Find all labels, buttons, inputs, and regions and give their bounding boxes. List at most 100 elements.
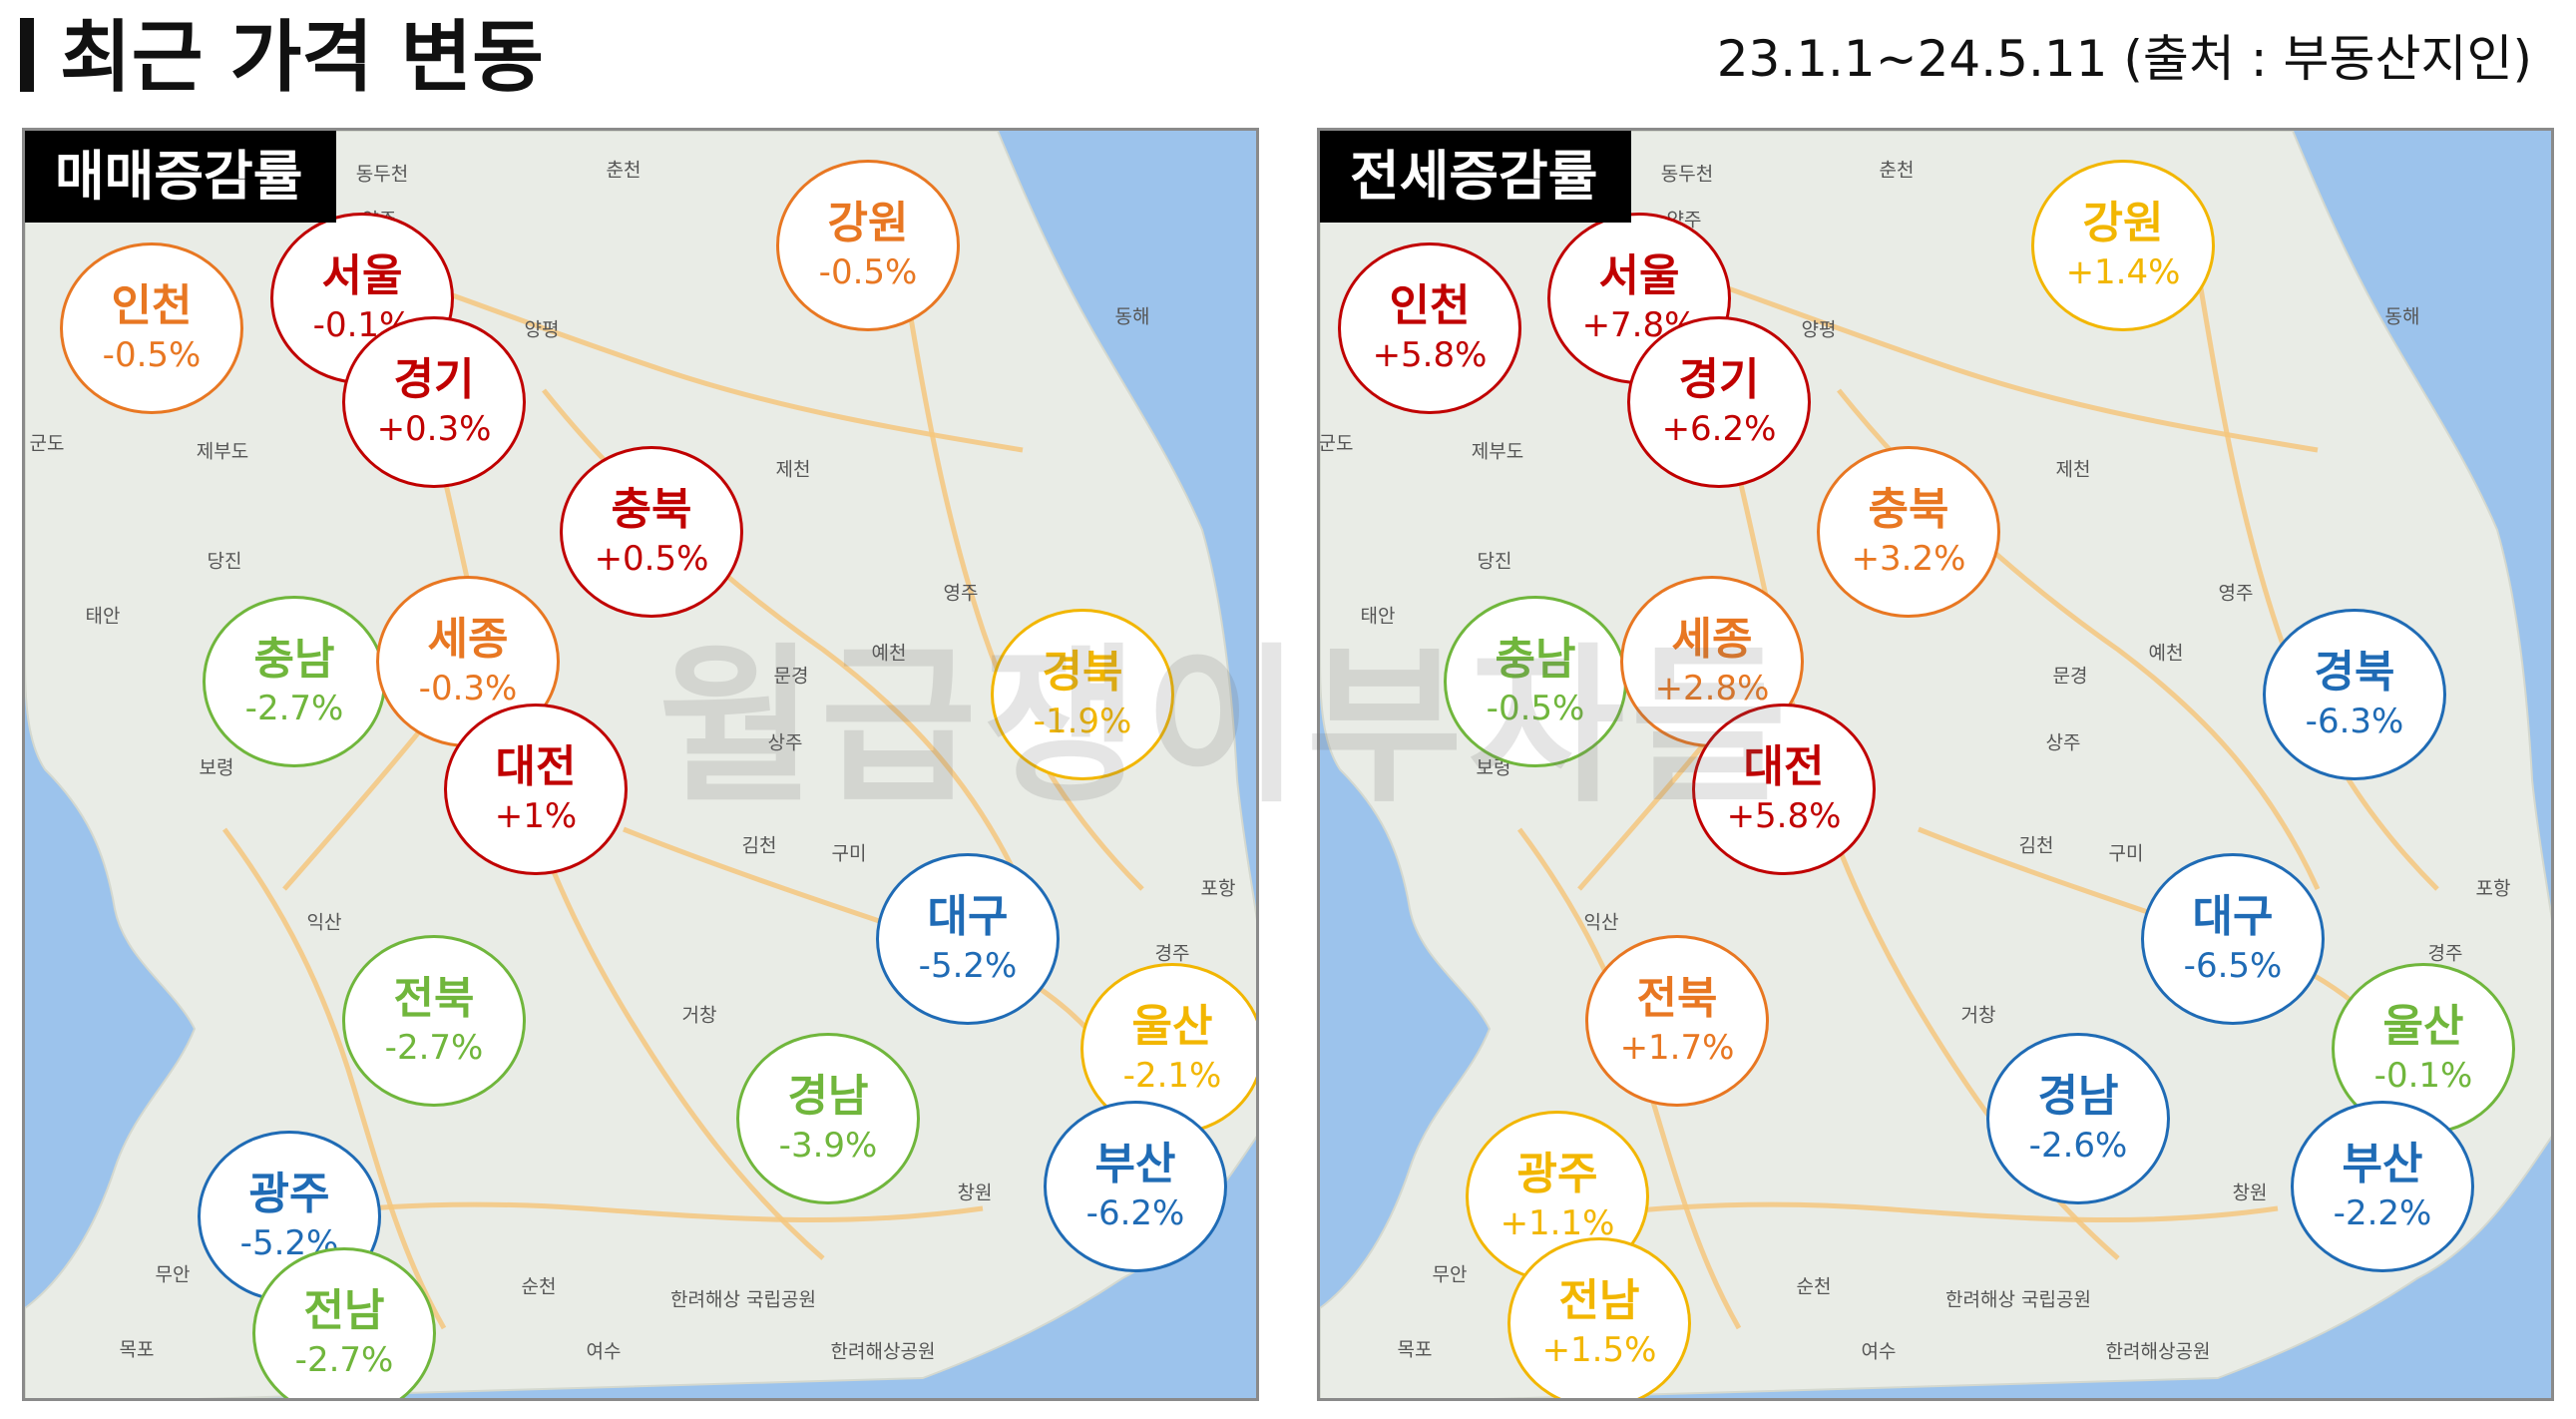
place-label-gimcheon: 김천	[741, 834, 777, 857]
region-change-value: -2.7%	[384, 1028, 484, 1068]
place-label-suncheon: 순천	[1796, 1275, 1832, 1298]
region-bubble: 전남 -2.7%	[252, 1247, 436, 1398]
region-name: 전남	[303, 1285, 385, 1336]
region-bubble: 강원 +1.4%	[2031, 160, 2215, 331]
place-label-iksan: 익산	[1583, 911, 1619, 934]
region-change-value: +6.2%	[1661, 409, 1777, 449]
highway-line	[900, 269, 1144, 891]
region-change-value: -0.5%	[818, 252, 918, 292]
region-name: 세종	[1671, 614, 1753, 665]
place-label-gyeongju: 경주	[2427, 942, 2463, 965]
place-label-jecheon: 제천	[775, 458, 811, 481]
region-change-value: -6.2%	[1085, 1193, 1185, 1233]
region-change-value: -5.2%	[918, 946, 1018, 986]
region-bubble: 전남 +1.5%	[1507, 1237, 1691, 1398]
region-change-value: +1%	[494, 796, 578, 836]
highway-line	[221, 827, 447, 1330]
region-change-value: +5.8%	[1372, 335, 1488, 375]
highway-line	[1618, 247, 2319, 453]
region-bubble: 경북 -1.9%	[991, 609, 1174, 780]
region-name: 부산	[2342, 1139, 2423, 1189]
place-label-sangju: 상주	[2045, 731, 2081, 754]
region-name: 대구	[2192, 891, 2274, 942]
region-bubble: 경기 +6.2%	[1627, 316, 1811, 488]
place-label-dongducheon: 동두천	[355, 163, 409, 186]
region-change-value: +1.5%	[1541, 1330, 1657, 1370]
panel-label: 전세증감률	[1320, 131, 1632, 223]
sale-change-map-panel: 매매증감률 동두천양주춘천양평동해군도제부도제천당진영주태안예천문경상주보령김천…	[22, 128, 1259, 1401]
region-name: 광주	[1516, 1149, 1598, 1199]
region-name: 세종	[427, 614, 509, 665]
region-change-value: -0.3%	[418, 669, 518, 709]
region-change-value: +0.3%	[376, 409, 492, 449]
region-change-value: +0.5%	[594, 539, 709, 579]
region-change-value: -0.5%	[1486, 689, 1585, 728]
region-name: 울산	[2382, 1001, 2464, 1052]
place-label-donghae: 동해	[1114, 305, 1150, 328]
region-change-value: +2.8%	[1654, 669, 1770, 709]
region-change-value: -6.5%	[2183, 946, 2283, 986]
place-label-yecheon: 예천	[871, 642, 907, 665]
region-name: 전남	[1558, 1275, 1640, 1326]
region-bubble: 세종 -0.3%	[376, 576, 560, 747]
region-name: 대전	[495, 741, 577, 792]
region-name: 인천	[111, 280, 193, 331]
place-label-muan: 무안	[1432, 1263, 1468, 1286]
region-bubble: 세종 +2.8%	[1620, 576, 1804, 747]
region-bubble: 대구 -5.2%	[876, 853, 1060, 1025]
region-name: 강원	[2082, 198, 2164, 248]
region-name: 전북	[393, 973, 475, 1024]
region-change-value: -1.9%	[1033, 702, 1132, 741]
region-change-value: -2.7%	[294, 1340, 394, 1380]
region-bubble: 부산 -2.2%	[2291, 1101, 2474, 1272]
place-label-muan: 무안	[155, 1263, 191, 1286]
region-bubble: 대전 +1%	[444, 704, 628, 875]
region-name: 충북	[1868, 484, 1949, 535]
place-label-gunsan-top: 군도	[1318, 432, 1354, 455]
place-label-gyeongju: 경주	[1154, 942, 1190, 965]
region-name: 경기	[393, 354, 475, 405]
region-bubble: 인천 -0.5%	[60, 242, 243, 414]
region-change-value: -2.2%	[2333, 1193, 2432, 1233]
place-label-dangjin: 당진	[207, 550, 242, 573]
place-label-iksan: 익산	[306, 911, 342, 934]
place-label-boryeong: 보령	[199, 756, 234, 779]
place-label-donghae: 동해	[2384, 305, 2420, 328]
watermark: 월급쟁이부자들	[658, 629, 1793, 826]
region-bubble: 충남 -2.7%	[203, 596, 386, 767]
region-name: 서울	[1598, 250, 1680, 301]
place-label-mungyeong: 문경	[773, 665, 809, 688]
place-label-jebudo: 제부도	[1471, 440, 1524, 463]
region-change-value: +3.2%	[1851, 539, 1966, 579]
region-change-value: +1.7%	[1619, 1028, 1735, 1068]
region-bubble: 충북 +0.5%	[560, 446, 743, 618]
place-label-pohang: 포항	[2475, 877, 2511, 900]
region-bubble: 전북 +1.7%	[1585, 935, 1769, 1107]
region-name: 강원	[827, 198, 909, 248]
region-bubble: 인천 +5.8%	[1338, 242, 1521, 414]
place-label-jecheon: 제천	[2055, 458, 2091, 481]
place-label-sangju: 상주	[767, 731, 803, 754]
region-change-value: -2.1%	[1122, 1056, 1222, 1096]
place-label-gumi: 구미	[2108, 842, 2144, 865]
title-accent-bar	[20, 18, 34, 92]
highway-line	[2195, 269, 2439, 891]
region-name: 충남	[1495, 634, 1576, 685]
region-name: 경북	[2314, 647, 2395, 698]
region-change-value: -0.5%	[102, 335, 202, 375]
place-label-yeongju: 영주	[2218, 582, 2254, 605]
page-title: 최근 가격 변동	[60, 13, 544, 103]
place-label-yangpyeong: 양평	[524, 318, 560, 341]
region-name: 광주	[248, 1169, 330, 1219]
region-name: 울산	[1131, 1001, 1213, 1052]
place-label-pohang: 포항	[1200, 877, 1236, 900]
region-bubble: 부산 -6.2%	[1044, 1101, 1227, 1272]
place-label-changwon: 창원	[957, 1182, 993, 1204]
place-label-mungyeong: 문경	[2052, 665, 2088, 688]
place-label-gimcheon: 김천	[2018, 834, 2054, 857]
region-change-value: +1.4%	[2065, 252, 2181, 292]
place-label-hallyeo: 한려해상 국립공원	[670, 1288, 816, 1311]
region-name: 서울	[321, 250, 403, 301]
region-change-value: +5.8%	[1726, 796, 1842, 836]
region-name: 경기	[1678, 354, 1760, 405]
